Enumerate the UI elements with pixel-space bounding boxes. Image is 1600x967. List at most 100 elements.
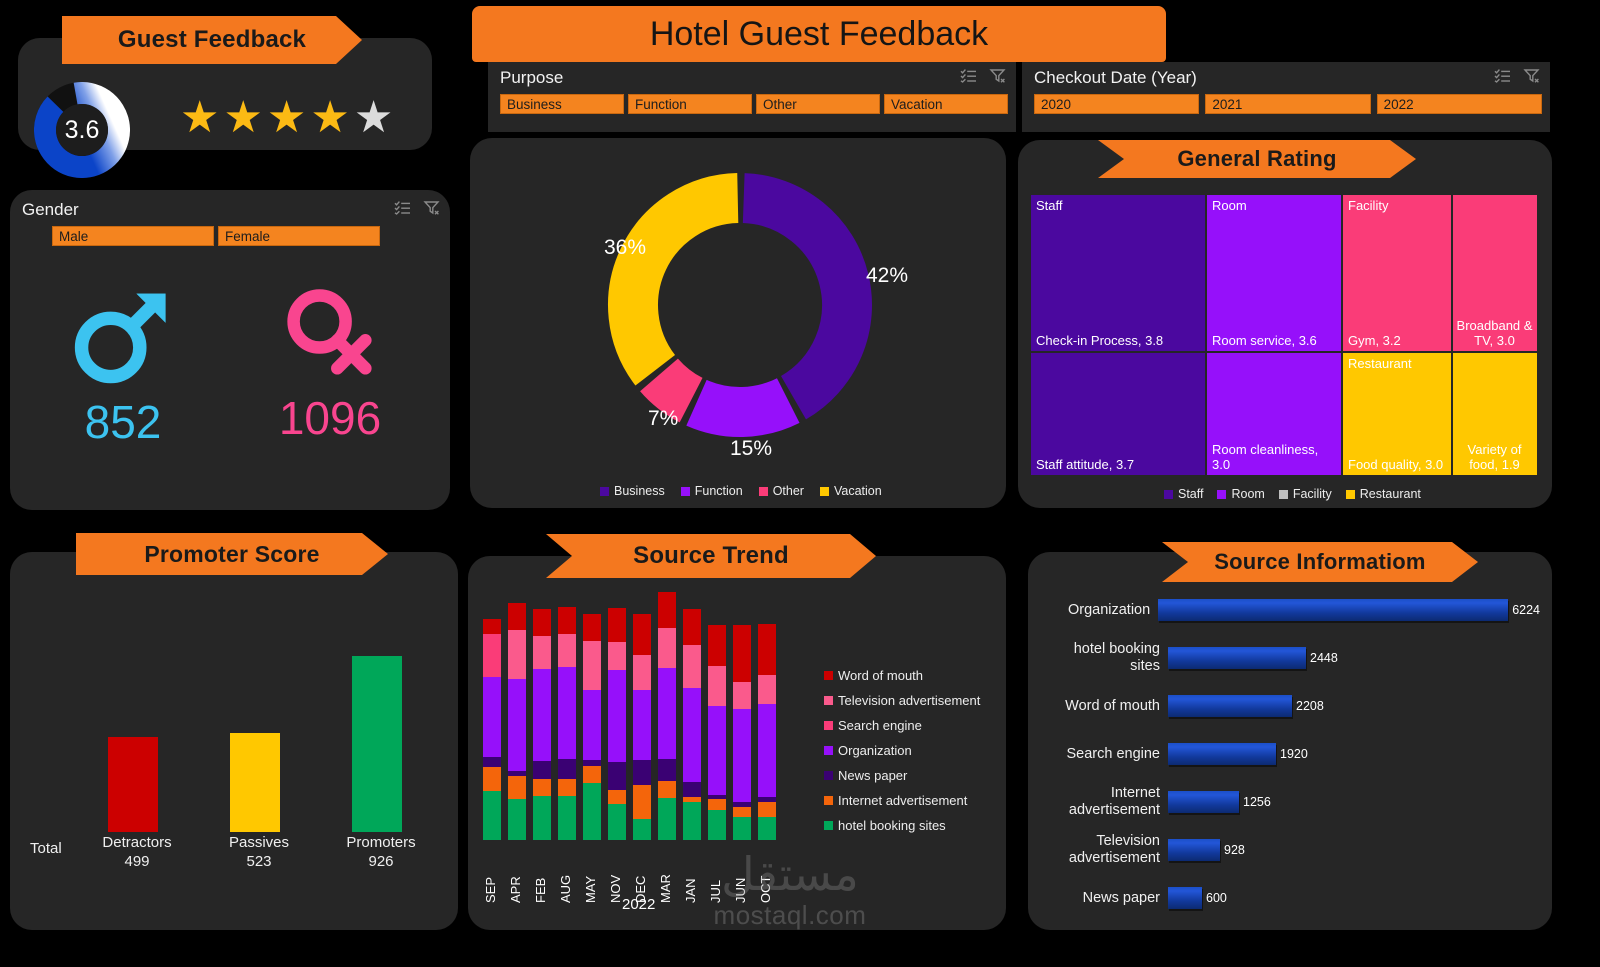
donut-legend-item[interactable]: Function: [680, 484, 743, 498]
gender-option-male[interactable]: Male: [52, 226, 214, 246]
trend-bar-segment[interactable]: [583, 782, 601, 840]
trend-bar-column[interactable]: [683, 609, 701, 840]
trend-bar-segment[interactable]: [758, 816, 776, 840]
treemap-cell[interactable]: Facility Gym, 3.2: [1343, 195, 1451, 351]
treemap-cell[interactable]: Room Room service, 3.6: [1207, 195, 1341, 351]
trend-bar-segment[interactable]: [708, 666, 726, 707]
purpose-option-business[interactable]: Business: [500, 94, 624, 114]
trend-bar-segment[interactable]: [608, 803, 626, 840]
multi-select-icon[interactable]: [394, 200, 411, 220]
trend-bar-column[interactable]: [758, 624, 776, 840]
trend-bar-segment[interactable]: [533, 635, 551, 670]
trend-bar-segment[interactable]: [633, 784, 651, 820]
trend-bar-segment[interactable]: [733, 806, 751, 818]
trend-bar-segment[interactable]: [583, 614, 601, 641]
treemap-cell[interactable]: Room cleanliness, 3.0: [1207, 353, 1341, 475]
source-info-bar[interactable]: [1158, 599, 1509, 621]
trend-bar-column[interactable]: [533, 609, 551, 840]
trend-legend-item[interactable]: Television advertisement: [824, 693, 980, 708]
treemap-cell[interactable]: Staff attitude, 3.7: [1031, 353, 1205, 475]
trend-bar-segment[interactable]: [533, 669, 551, 761]
trend-bar-segment[interactable]: [608, 608, 626, 643]
trend-bar-segment[interactable]: [758, 704, 776, 798]
trend-bar-segment[interactable]: [608, 669, 626, 762]
trend-bar-segment[interactable]: [508, 679, 526, 771]
trend-bar-segment[interactable]: [483, 757, 501, 767]
trend-bar-segment[interactable]: [708, 809, 726, 840]
trend-bar-segment[interactable]: [558, 796, 576, 840]
trend-bar-segment[interactable]: [483, 633, 501, 678]
trend-bar-segment[interactable]: [733, 708, 751, 802]
trend-legend-item[interactable]: Organization: [824, 743, 912, 758]
promoter-bar-detractors[interactable]: [108, 737, 158, 832]
donut-slice-business[interactable]: [742, 173, 872, 420]
trend-legend-item[interactable]: Internet advertisement: [824, 793, 967, 808]
trend-bar-column[interactable]: [708, 625, 726, 840]
multi-select-icon[interactable]: [1494, 68, 1511, 88]
treemap-legend-item[interactable]: Restaurant: [1345, 487, 1421, 501]
trend-bar-segment[interactable]: [633, 689, 651, 760]
purpose-option-function[interactable]: Function: [628, 94, 752, 114]
trend-bar-segment[interactable]: [633, 614, 651, 656]
trend-bar-segment[interactable]: [708, 706, 726, 796]
trend-bar-segment[interactable]: [508, 770, 526, 777]
source-info-bar[interactable]: [1168, 743, 1276, 765]
purpose-donut-chart[interactable]: [560, 142, 920, 468]
trend-bar-segment[interactable]: [658, 781, 676, 799]
treemap-legend-item[interactable]: Facility: [1278, 487, 1332, 501]
multi-select-icon[interactable]: [960, 68, 977, 88]
trend-bar-segment[interactable]: [733, 682, 751, 709]
trend-bar-segment[interactable]: [558, 779, 576, 797]
source-info-bar[interactable]: [1168, 839, 1220, 861]
checkout-option-2020[interactable]: 2020: [1034, 94, 1200, 114]
trend-bar-segment[interactable]: [658, 592, 676, 628]
trend-bar-segment[interactable]: [708, 795, 726, 800]
source-information-chart[interactable]: Organization 6224 hotel booking sites 2448 W…: [1040, 586, 1540, 922]
trend-legend-item[interactable]: Search engine: [824, 718, 922, 733]
trend-bar-column[interactable]: [633, 614, 651, 840]
promoter-bar-passives[interactable]: [230, 733, 280, 832]
trend-bar-segment[interactable]: [658, 667, 676, 760]
trend-bar-segment[interactable]: [483, 619, 501, 634]
trend-bar-segment[interactable]: [533, 609, 551, 636]
trend-bar-segment[interactable]: [508, 603, 526, 630]
trend-bar-segment[interactable]: [483, 766, 501, 791]
trend-bar-segment[interactable]: [758, 624, 776, 676]
trend-bar-segment[interactable]: [533, 760, 551, 780]
donut-legend-item[interactable]: Vacation: [819, 484, 882, 498]
trend-bar-segment[interactable]: [558, 667, 576, 760]
trend-bar-column[interactable]: [658, 592, 676, 840]
trend-bar-segment[interactable]: [658, 759, 676, 782]
trend-bar-segment[interactable]: [658, 627, 676, 668]
donut-slice-vacation[interactable]: [608, 173, 740, 386]
promoter-score-chart[interactable]: Detractors 499 Passives 523 Promoters 926: [82, 620, 442, 870]
trend-bar-column[interactable]: [558, 607, 576, 840]
clear-filter-icon[interactable]: [423, 200, 440, 220]
promoter-bar-promoters[interactable]: [352, 656, 402, 832]
source-info-bar[interactable]: [1168, 791, 1239, 813]
trend-bar-segment[interactable]: [558, 759, 576, 780]
trend-bar-segment[interactable]: [683, 802, 701, 840]
trend-bar-segment[interactable]: [483, 790, 501, 840]
trend-bar-segment[interactable]: [708, 799, 726, 810]
trend-bar-column[interactable]: [508, 603, 526, 840]
checkout-option-2021[interactable]: 2021: [1205, 94, 1371, 114]
treemap-legend-item[interactable]: Room: [1217, 487, 1265, 501]
trend-bar-segment[interactable]: [658, 798, 676, 840]
treemap-cell[interactable]: Variety of food, 1.9: [1453, 353, 1537, 475]
checkout-option-2022[interactable]: 2022: [1376, 94, 1542, 114]
source-info-bar[interactable]: [1168, 647, 1306, 669]
trend-bar-segment[interactable]: [558, 607, 576, 635]
trend-bar-segment[interactable]: [583, 640, 601, 691]
treemap-cell[interactable]: Broadband & TV, 3.0: [1453, 195, 1537, 351]
trend-bar-segment[interactable]: [483, 677, 501, 758]
trend-bar-segment[interactable]: [758, 675, 776, 705]
trend-bar-segment[interactable]: [733, 817, 751, 840]
trend-bar-segment[interactable]: [683, 687, 701, 783]
trend-bar-column[interactable]: [583, 614, 601, 840]
treemap-cell[interactable]: Staff Check-in Process, 3.8: [1031, 195, 1205, 351]
treemap-cell[interactable]: Restaurant Food quality, 3.0: [1343, 353, 1451, 475]
trend-bar-segment[interactable]: [533, 796, 551, 840]
trend-bar-segment[interactable]: [508, 629, 526, 680]
trend-bar-segment[interactable]: [633, 655, 651, 690]
